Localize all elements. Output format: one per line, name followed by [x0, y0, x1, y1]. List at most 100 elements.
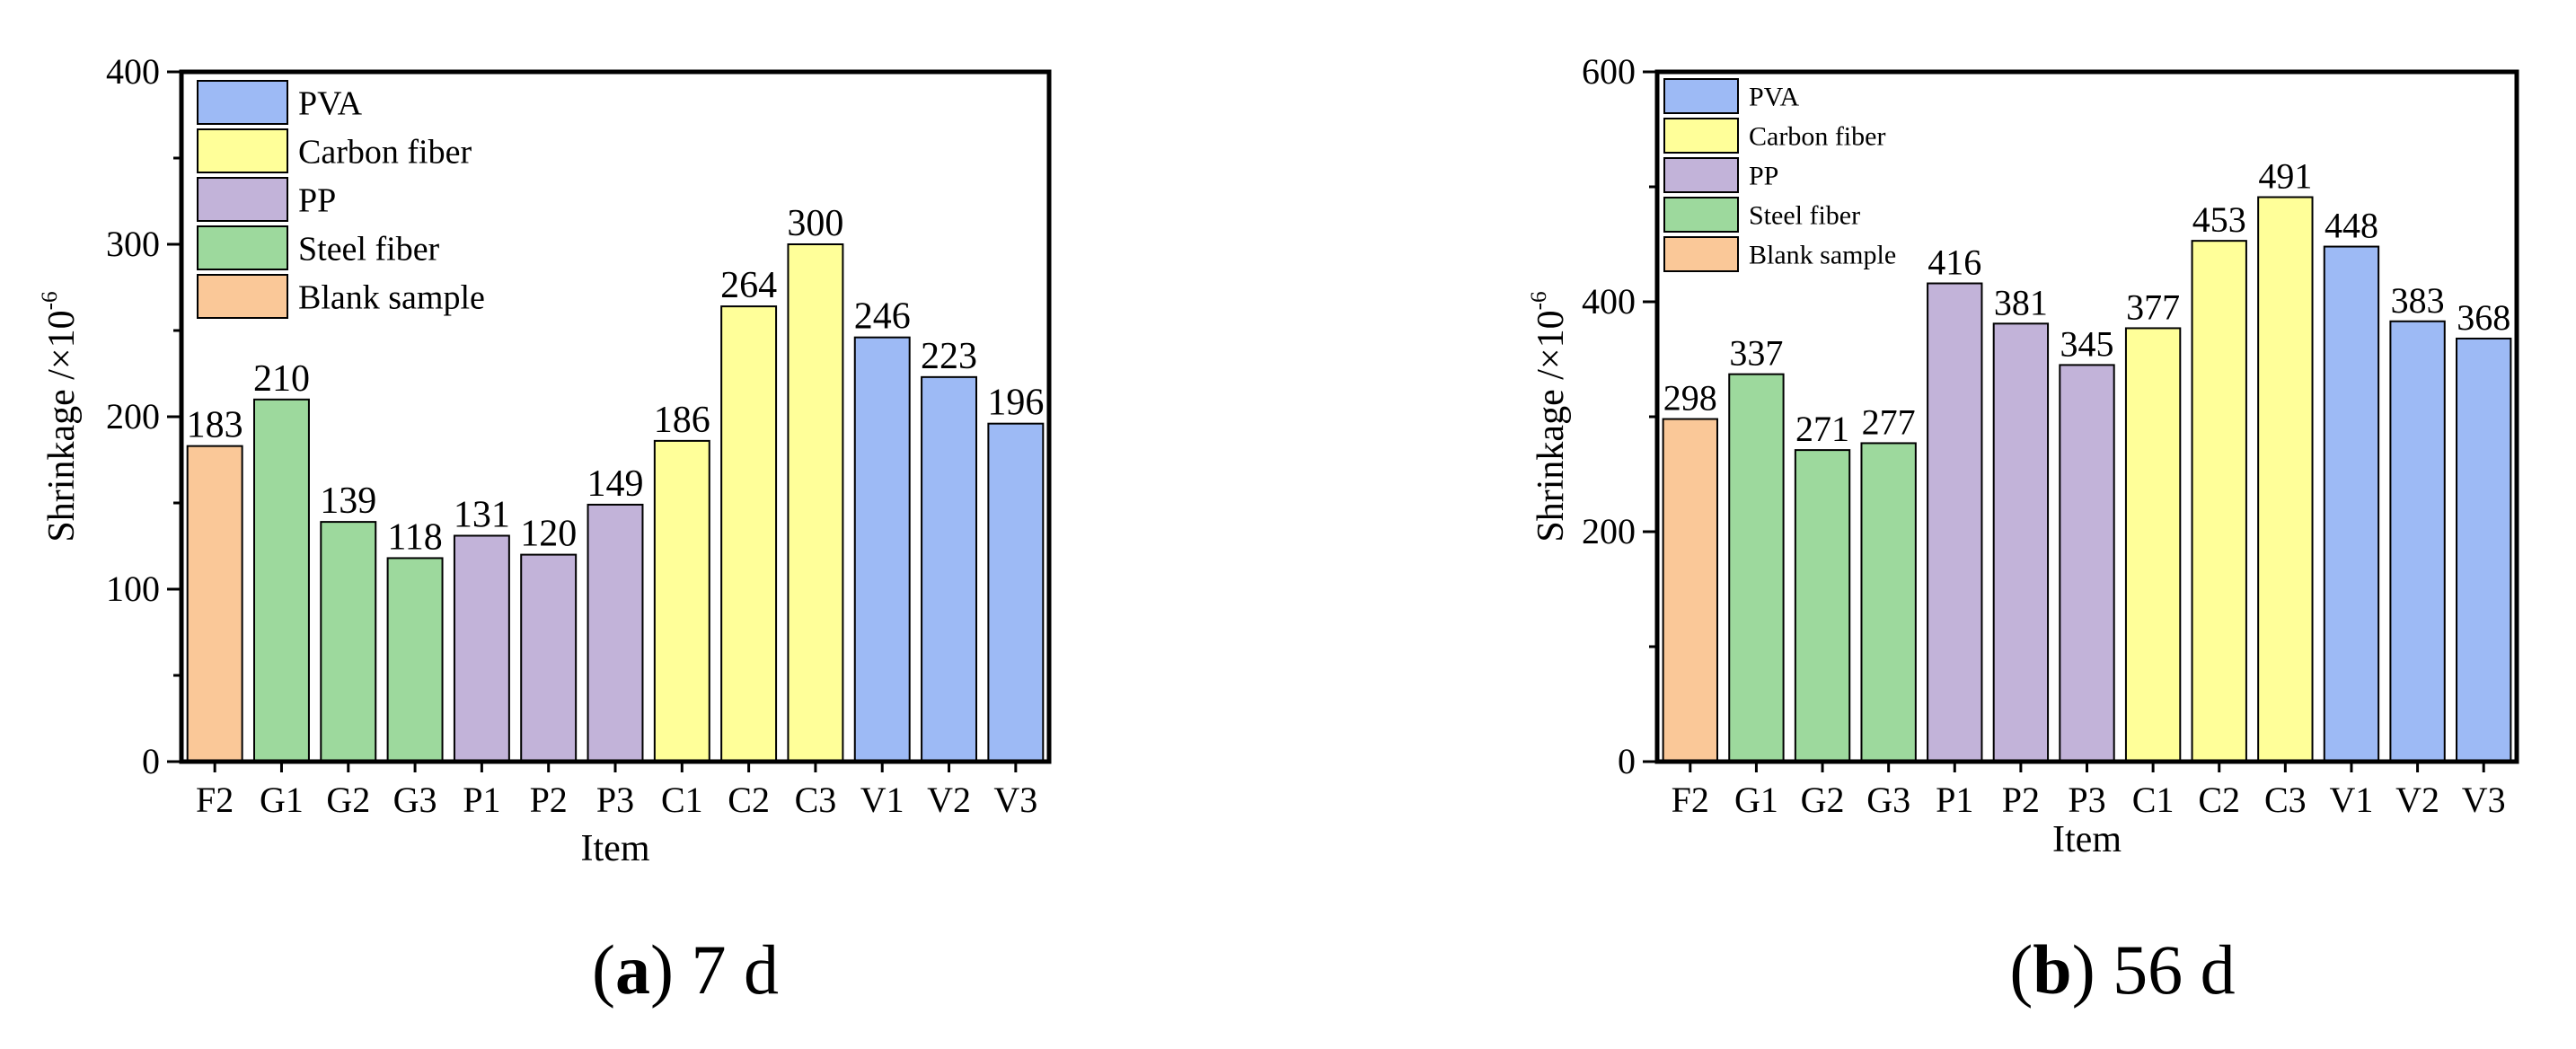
- bar-v2: [921, 375, 978, 763]
- y-axis-label: Shrinkage /×10-6: [38, 291, 83, 542]
- data-label-f2: 298: [1663, 378, 1717, 419]
- bar-p2: [520, 553, 578, 763]
- legend-swatch-blank-sample: [197, 274, 288, 319]
- bar-p1: [453, 534, 510, 763]
- x-axis-label: Item: [581, 828, 650, 869]
- bar-c2: [2191, 240, 2247, 763]
- x-tick-label-c2: C2: [728, 780, 770, 820]
- legend-label-pp: PP: [298, 181, 336, 219]
- x-tick-label-c2: C2: [2198, 780, 2240, 820]
- legend-swatch-pva: [197, 80, 288, 125]
- data-label-g2: 271: [1795, 409, 1849, 449]
- y-tick-label-300: 300: [106, 224, 160, 264]
- y-tick-label-0: 0: [1618, 741, 1636, 781]
- x-tick-label-g1: G1: [1734, 780, 1778, 820]
- y-axis-label: Shrinkage /×10-6: [1527, 291, 1572, 542]
- bar-c1: [653, 439, 710, 763]
- data-label-p3: 345: [2060, 323, 2114, 364]
- y-tick-label-200: 200: [1582, 511, 1636, 551]
- bar-p1: [1927, 282, 1983, 763]
- bar-v1: [2323, 245, 2380, 763]
- x-tick-label-g1: G1: [260, 780, 304, 820]
- legend-swatch-pp: [197, 177, 288, 222]
- data-label-v3: 196: [987, 383, 1044, 424]
- data-label-g3: 277: [1862, 401, 1916, 442]
- x-tick-label-p1: P1: [463, 780, 500, 820]
- legend-label-pva: PVA: [1749, 83, 1799, 112]
- legend-swatch-pva: [1663, 78, 1739, 114]
- data-label-v2: 383: [2391, 280, 2445, 321]
- data-label-p3: 149: [587, 463, 644, 505]
- data-label-c2: 453: [2192, 199, 2246, 240]
- data-label-c3: 300: [787, 203, 843, 244]
- legend-label-steel-fiber: Steel fiber: [1749, 201, 1860, 231]
- bar-v3: [2456, 337, 2512, 763]
- x-tick-label-p3: P3: [2068, 780, 2105, 820]
- caption-text: 56 d: [2113, 930, 2236, 1009]
- y-tick-label-0: 0: [142, 741, 160, 781]
- bar-g3: [1860, 442, 1917, 763]
- x-tick-label-p2: P2: [530, 780, 568, 820]
- data-label-v2: 223: [921, 336, 977, 377]
- x-tick-label-c1: C1: [2132, 780, 2175, 820]
- bar-p3: [587, 503, 644, 763]
- bar-c2: [720, 305, 778, 763]
- legend-swatch-pp: [1663, 157, 1739, 193]
- data-label-v3: 368: [2457, 297, 2510, 338]
- data-label-g3: 118: [387, 516, 442, 558]
- legend-label-steel-fiber: Steel fiber: [298, 230, 440, 268]
- x-tick-label-g3: G3: [393, 780, 437, 820]
- x-tick-label-c3: C3: [795, 780, 837, 820]
- bar-c3: [787, 243, 844, 763]
- caption-56d: (b) 56 d: [1808, 930, 2437, 1010]
- x-tick-label-c1: C1: [661, 780, 703, 820]
- y-tick-label-400: 400: [106, 51, 160, 92]
- data-label-g2: 139: [320, 480, 376, 522]
- chart-7d: 183 F2 210 G1 139 G2 118 G3 131 P1 120 P2 149 P3 186 C1…: [38, 51, 1052, 869]
- bar-f2: [186, 445, 243, 763]
- bar-g2: [320, 521, 377, 763]
- data-label-v1: 246: [854, 296, 911, 338]
- legend-swatch-carbon-fiber: [1663, 118, 1739, 154]
- x-axis-label: Item: [2052, 819, 2122, 860]
- x-tick-label-f2: F2: [1672, 780, 1709, 820]
- x-tick-label-g3: G3: [1866, 780, 1910, 820]
- bar-v1: [853, 336, 911, 763]
- data-label-p2: 381: [1994, 282, 2048, 322]
- bar-g1: [1728, 373, 1785, 763]
- y-tick-label-200: 200: [106, 396, 160, 436]
- bar-f2: [1662, 418, 1718, 763]
- legend-label-pp: PP: [1749, 162, 1778, 191]
- chart-56d: 298 F2 337 G1 271 G2 277 G3 416 P1 381 P2 345 P3 377 C1…: [1527, 51, 2519, 860]
- data-label-p1: 416: [1928, 242, 1981, 283]
- data-label-v1: 448: [2325, 206, 2378, 246]
- bar-v2: [2389, 320, 2446, 763]
- caption-text: 7 d: [691, 930, 779, 1009]
- x-tick-label-v3: V3: [2462, 780, 2506, 820]
- x-tick-label-v2: V2: [2395, 780, 2439, 820]
- data-label-c3: 491: [2258, 156, 2312, 197]
- x-tick-label-g2: G2: [1801, 780, 1845, 820]
- x-tick-label-v2: V2: [927, 780, 971, 820]
- x-tick-label-v1: V1: [860, 780, 904, 820]
- data-label-p1: 131: [454, 494, 510, 535]
- y-tick-label-400: 400: [1582, 281, 1636, 322]
- bar-p2: [1992, 322, 2050, 763]
- bar-g2: [1794, 449, 1851, 763]
- caption-letter: (b): [2009, 930, 2095, 1009]
- x-tick-label-f2: F2: [196, 780, 234, 820]
- y-tick-label-100: 100: [106, 569, 160, 609]
- legend-label-pva: PVA: [298, 84, 363, 122]
- x-tick-label-v3: V3: [993, 780, 1037, 820]
- bar-g3: [386, 557, 444, 763]
- x-tick-label-v1: V1: [2330, 780, 2374, 820]
- bar-c1: [2124, 327, 2182, 763]
- bar-g1: [252, 398, 310, 763]
- legend-label-carbon-fiber: Carbon fiber: [1749, 122, 1885, 152]
- data-label-p2: 120: [520, 514, 577, 555]
- data-label-c2: 264: [720, 265, 777, 306]
- bar-c3: [2257, 196, 2314, 763]
- x-tick-label-p2: P2: [2002, 780, 2040, 820]
- x-tick-label-g2: G2: [326, 780, 370, 820]
